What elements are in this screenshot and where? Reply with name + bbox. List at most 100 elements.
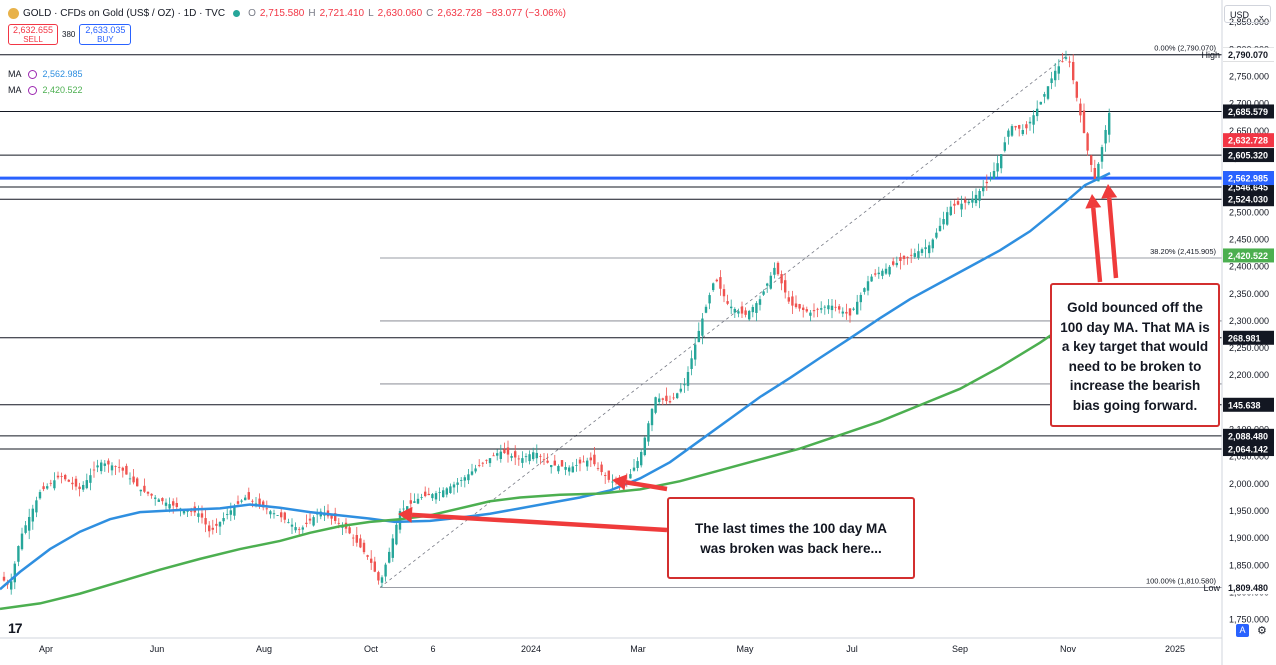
candle-body: [884, 268, 888, 274]
candle-body: [892, 261, 895, 265]
candle-body: [643, 437, 646, 456]
candle-body: [391, 538, 394, 558]
candle-body: [726, 301, 729, 304]
candle-body: [218, 521, 222, 527]
high-label: H: [308, 8, 316, 19]
price-tag: [1223, 330, 1274, 345]
time-tick-label: May: [736, 644, 754, 654]
change-value: −83.077 (−3.06%): [485, 8, 566, 19]
candle-body: [517, 458, 520, 460]
candle-body: [258, 498, 261, 506]
currency-selector[interactable]: USD ⌄: [1224, 5, 1271, 23]
price-tick-label: 2,300.000: [1229, 316, 1269, 326]
price-tag: [1223, 148, 1274, 163]
candle-body: [766, 283, 769, 286]
candle-body: [733, 308, 736, 313]
tradingview-logo[interactable]: 17: [8, 620, 23, 636]
time-tick-label: Aug: [256, 644, 272, 654]
candle-body: [755, 303, 758, 313]
candle-body: [816, 308, 819, 310]
candle-body: [784, 280, 787, 293]
candle-body: [1021, 129, 1024, 135]
candle-body: [647, 423, 650, 442]
candle-body: [989, 178, 992, 180]
candle-body: [352, 537, 355, 539]
callout-line: a key target that would: [1061, 339, 1209, 354]
price-tag: [1223, 171, 1274, 186]
candle-body: [200, 513, 204, 518]
candle-body: [470, 471, 474, 475]
candle-body: [226, 514, 229, 516]
candle-body: [49, 482, 52, 484]
candle-body: [463, 477, 466, 481]
candle-body: [866, 281, 870, 291]
candle-body: [798, 304, 801, 309]
candle-body: [1057, 66, 1060, 74]
candle-body: [395, 524, 398, 545]
candle-body: [164, 502, 168, 506]
candle-body: [503, 449, 506, 454]
candle-body: [924, 247, 927, 250]
candle-body: [251, 500, 254, 502]
candle-body: [960, 203, 963, 210]
candle-body: [31, 508, 34, 522]
candle-body: [985, 181, 988, 184]
candle-body: [877, 272, 880, 275]
indicator-settings-icon[interactable]: [27, 85, 37, 95]
indicator-settings-icon[interactable]: [27, 69, 37, 79]
low-value: 2,630.060: [377, 8, 423, 19]
candle-body: [845, 311, 848, 314]
candle-body: [370, 558, 373, 563]
candle-body: [906, 256, 909, 258]
candle-body: [557, 466, 560, 472]
candle-body: [1100, 147, 1104, 162]
candle-body: [13, 563, 16, 583]
arrow-break-2-shaft: [411, 512, 668, 533]
close-value: 2,632.728: [437, 8, 482, 19]
candle-body: [820, 308, 823, 310]
price-tick-label: 1,750.000: [1229, 615, 1269, 625]
candle-body: [539, 455, 542, 457]
callout-ma-bounce: Gold bounced off the 100 day MA. That MA …: [1050, 283, 1220, 427]
candle-body: [629, 474, 632, 479]
candle-body: [827, 305, 830, 310]
candle-body: [442, 490, 445, 498]
price-tick-label: 1,950.000: [1229, 506, 1269, 516]
candle-body: [488, 458, 492, 464]
candle-body: [690, 358, 693, 369]
buy-button[interactable]: 2,633.035 BUY: [79, 24, 132, 45]
time-tick-label: 2024: [521, 644, 541, 654]
candle-body: [805, 309, 808, 312]
auto-scale-button[interactable]: A: [1236, 624, 1249, 637]
price-tag-label: 1,809.480: [1228, 583, 1268, 593]
candle-body: [773, 267, 776, 275]
candle-body: [60, 476, 63, 477]
ma-legend-1[interactable]: MA 2,562.985: [8, 69, 83, 79]
candle-body: [978, 190, 981, 201]
candle-body: [528, 454, 531, 462]
candle-body: [971, 198, 974, 203]
candle-body: [719, 277, 722, 289]
gear-icon[interactable]: ⚙: [1257, 625, 1267, 637]
candle-body: [564, 467, 567, 470]
candle-body: [420, 497, 423, 498]
candle-body: [24, 525, 27, 533]
candle-body: [46, 486, 49, 489]
fib-level-label: 100.00% (1,810.580): [1146, 576, 1217, 585]
price-tag-label: 2,088.480: [1228, 431, 1268, 441]
candle-body: [679, 388, 682, 392]
ma-legend-2[interactable]: MA 2,420.522: [8, 85, 83, 95]
candle-body: [406, 506, 409, 513]
sell-button[interactable]: 2,632.655 SELL: [8, 24, 58, 45]
time-tick-label: Mar: [630, 644, 646, 654]
candle-body: [190, 511, 193, 512]
candle-body: [1018, 125, 1021, 129]
open-value: 2,715.580: [259, 8, 305, 19]
symbol-header: GOLD · CFDs on Gold (US$ / OZ) · 1D · TV…: [8, 8, 566, 19]
candle-body: [967, 201, 970, 204]
price-tag: [1223, 248, 1274, 263]
price-tag-label: 2,790.070: [1228, 50, 1268, 60]
candle-body: [197, 513, 200, 517]
candle-body: [118, 466, 121, 468]
price-tag: [1223, 580, 1274, 595]
